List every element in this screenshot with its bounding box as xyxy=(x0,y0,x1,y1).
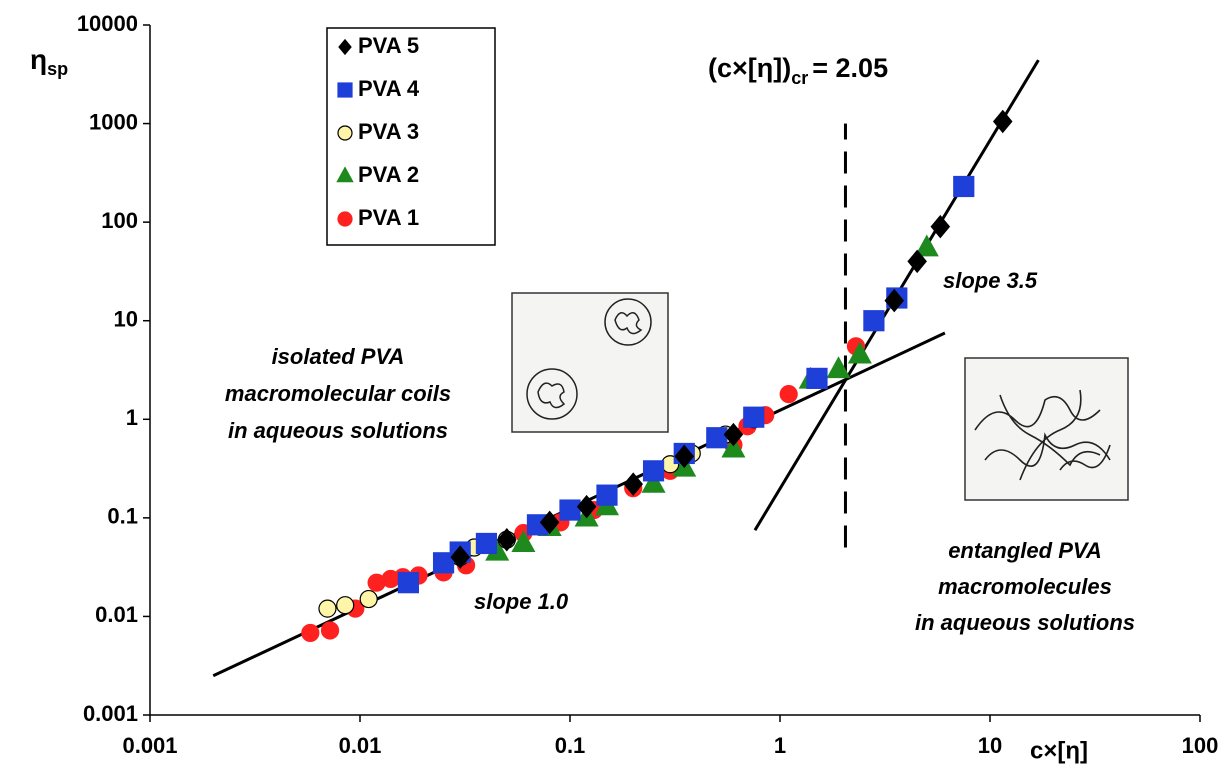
inset-isolated xyxy=(511,292,669,433)
legend-label: PVA 4 xyxy=(358,76,420,101)
legend-label: PVA 1 xyxy=(358,205,419,230)
annotation: macromolecular coils xyxy=(225,381,451,406)
point xyxy=(539,510,560,535)
point xyxy=(674,444,695,469)
point xyxy=(432,552,455,574)
point xyxy=(863,310,885,332)
point xyxy=(706,427,728,449)
x-tick-label: 10 xyxy=(978,733,1002,758)
y-tick-label: 1 xyxy=(126,405,138,430)
point xyxy=(397,572,419,594)
x-tick-label: 1 xyxy=(774,733,786,758)
point xyxy=(450,545,470,569)
legend-marker xyxy=(337,82,353,98)
point xyxy=(641,470,666,493)
point xyxy=(336,596,355,615)
point xyxy=(743,406,765,428)
point xyxy=(914,234,939,257)
point xyxy=(559,499,581,521)
point xyxy=(642,460,665,482)
point xyxy=(576,494,597,519)
inset-entangled xyxy=(964,357,1129,501)
point xyxy=(318,599,337,618)
point xyxy=(953,175,975,198)
legend-marker xyxy=(338,38,352,56)
y-tick-label: 10000 xyxy=(77,11,138,36)
point xyxy=(320,621,340,640)
annotation: in aqueous solutions xyxy=(228,418,448,443)
legend-marker xyxy=(337,125,353,141)
y-tick-label: 100 xyxy=(101,208,138,233)
point xyxy=(992,109,1013,134)
point xyxy=(596,484,618,506)
point xyxy=(930,214,951,239)
point xyxy=(723,422,744,447)
legend-box xyxy=(326,27,496,246)
x-tick-label: 0.001 xyxy=(122,733,177,758)
annotation: slope 1.0 xyxy=(474,589,569,614)
point xyxy=(779,385,798,404)
point xyxy=(497,527,517,552)
x-tick-label: 0.1 xyxy=(555,733,586,758)
x-tick-label: 100 xyxy=(1182,733,1219,758)
point xyxy=(884,288,905,313)
point xyxy=(907,249,927,274)
annotation: in aqueous solutions xyxy=(915,610,1135,635)
legend-label: PVA 2 xyxy=(358,162,419,187)
point xyxy=(623,472,643,496)
x-tick-label: 0.01 xyxy=(339,733,382,758)
legend-label: PVA 3 xyxy=(358,119,419,144)
point xyxy=(511,530,536,553)
y-label: ηsp xyxy=(30,44,68,78)
y-tick-label: 0.01 xyxy=(95,602,138,627)
critical-label: (c×[η])cr = 2.05 xyxy=(708,53,888,88)
legend-marker xyxy=(336,166,354,183)
annotation: isolated PVA xyxy=(272,344,405,369)
y-tick-label: 10 xyxy=(114,307,138,332)
legend-marker xyxy=(337,211,353,227)
y-tick-label: 0.001 xyxy=(83,701,138,726)
point xyxy=(847,341,872,364)
point xyxy=(475,532,498,555)
point xyxy=(721,435,746,458)
point xyxy=(301,623,320,643)
x-label: c×[η] xyxy=(1030,737,1088,764)
y-tick-label: 1000 xyxy=(89,109,138,134)
point xyxy=(806,367,828,389)
point xyxy=(359,589,378,609)
y-tick-label: 0.1 xyxy=(107,504,138,529)
legend-label: PVA 5 xyxy=(358,33,419,58)
annotation: entangled PVA xyxy=(948,538,1102,563)
point xyxy=(826,356,851,379)
annotation: macromolecules xyxy=(938,574,1112,599)
annotation: slope 3.5 xyxy=(943,268,1038,293)
